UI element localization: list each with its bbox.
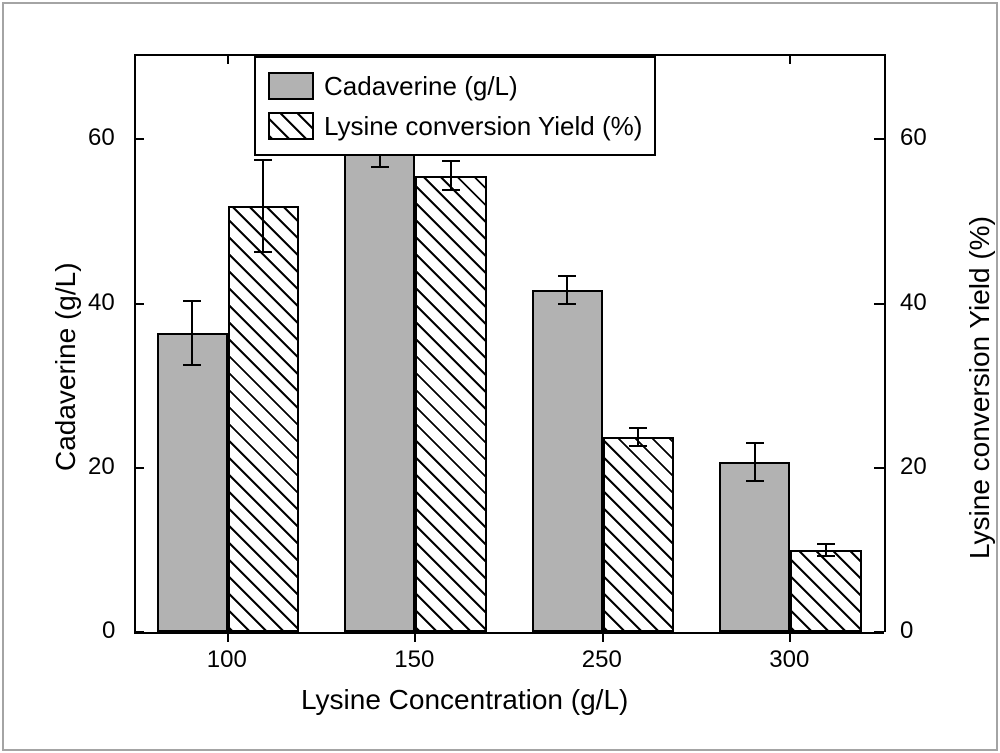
x-tick [227,632,229,642]
errorbar-cap [558,275,576,277]
y-right-tick [874,631,884,633]
errorbar-cap [746,480,764,482]
bar-yield [603,437,674,632]
bar-cadaverine [532,290,603,632]
bar-cadaverine [344,153,415,632]
legend: Cadaverine (g/L) Lysine conversion Yield… [254,56,656,156]
y-left-tick-label: 0 [102,617,115,645]
legend-item-cadaverine: Cadaverine (g/L) [268,66,642,106]
y-axis-right-label: Lysine conversion Yield (%) [964,216,996,559]
bar-cadaverine [719,462,790,632]
plot-border-right [884,54,886,632]
errorbar-cap [817,543,835,545]
x-tick [602,632,604,642]
errorbar-stem [191,301,193,365]
legend-label-cadaverine: Cadaverine (g/L) [324,71,518,102]
y-axis-left-label: Cadaverine (g/L) [50,262,82,471]
legend-swatch-yield [268,112,314,140]
bar-yield [790,550,861,632]
bar-cadaverine [157,333,228,632]
legend-label-yield: Lysine conversion Yield (%) [324,111,642,142]
errorbar-stem [450,161,452,191]
y-left-tick [134,467,144,469]
errorbar-cap [629,427,647,429]
x-tick-label: 300 [769,646,809,674]
errorbar-stem [637,428,639,446]
errorbar-cap [183,364,201,366]
errorbar-cap [629,445,647,447]
errorbar-cap [558,303,576,305]
y-right-tick [874,467,884,469]
errorbar-stem [262,160,264,252]
legend-swatch-cadaverine [268,72,314,100]
errorbar-stem [566,276,568,304]
plot-border-bottom [134,632,884,634]
y-right-tick-label: 60 [900,124,927,152]
y-right-tick [874,138,884,140]
plot-border-left [134,54,136,632]
y-right-tick [874,303,884,305]
x-tick-label: 150 [394,646,434,674]
x-tick-top [227,54,229,64]
y-right-tick-label: 20 [900,453,927,481]
errorbar-cap [371,166,389,168]
errorbar-stem [754,443,756,481]
y-left-tick-label: 20 [88,453,115,481]
errorbar-cap [254,251,272,253]
x-tick-top [789,54,791,64]
x-tick [789,632,791,642]
y-left-tick-label: 60 [88,124,115,152]
errorbar-cap [254,159,272,161]
errorbar-cap [442,189,460,191]
x-tick [414,632,416,642]
y-left-tick [134,631,144,633]
bar-yield [228,206,299,632]
chart-frame: Cadaverine (g/L) Lysine conversion Yield… [2,2,998,751]
errorbar-cap [817,555,835,557]
legend-item-yield: Lysine conversion Yield (%) [268,106,642,146]
y-left-tick [134,303,144,305]
x-tick-label: 250 [582,646,622,674]
y-right-tick-label: 40 [900,289,927,317]
bar-yield [415,176,486,632]
y-left-tick [134,138,144,140]
errorbar-cap [183,300,201,302]
y-left-tick-label: 40 [88,289,115,317]
x-axis-label: Lysine Concentration (g/L) [301,684,628,716]
x-tick-label: 100 [207,646,247,674]
errorbar-cap [746,442,764,444]
y-right-tick-label: 0 [900,617,913,645]
errorbar-cap [442,160,460,162]
